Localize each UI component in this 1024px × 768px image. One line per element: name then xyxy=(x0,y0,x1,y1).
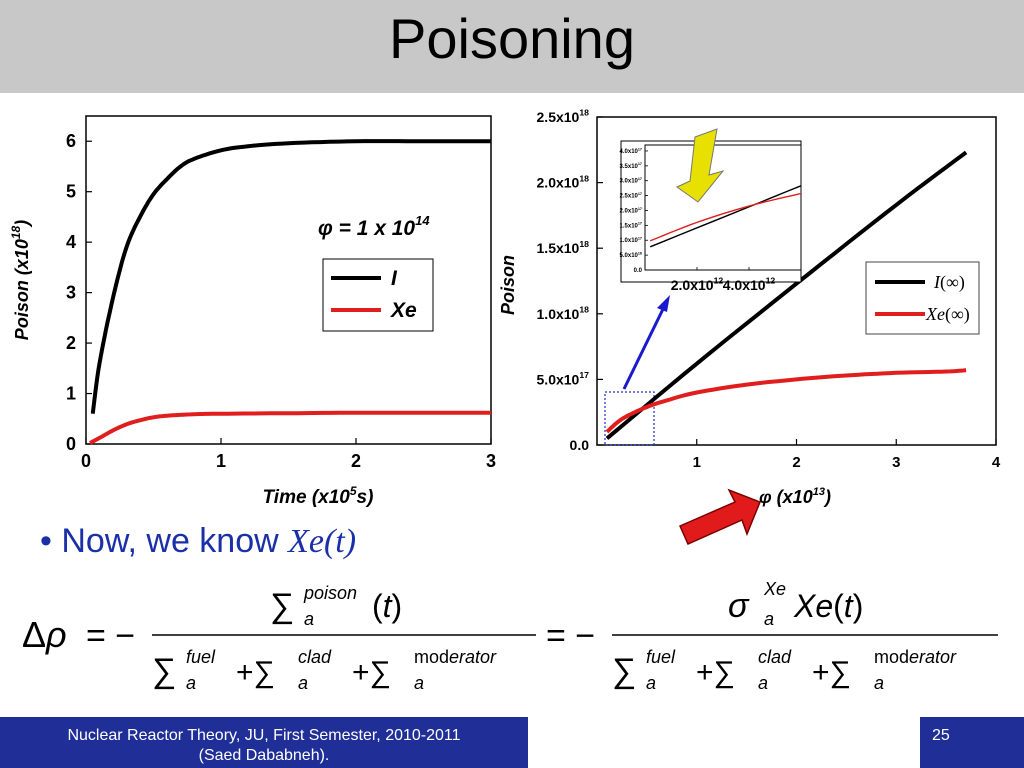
y-tick-label: 2.5x1018 xyxy=(537,108,590,125)
inset-x-tick-label: 2.0x1012 xyxy=(671,276,724,293)
svg-text:clad: clad xyxy=(298,647,332,667)
y-tick-label: 1.0x1018 xyxy=(537,305,590,322)
inset-y-tick-label: 2.5x1017 xyxy=(620,192,642,200)
inset-y-tick-label: 2.0x1017 xyxy=(620,207,642,215)
svg-text:a: a xyxy=(874,673,884,693)
x-tick-label: 3 xyxy=(892,454,900,471)
svg-text:a: a xyxy=(304,609,314,629)
y-tick-label: 5.0x1017 xyxy=(537,370,590,387)
x-tick-label: 0 xyxy=(81,451,91,471)
bullet-prefix: Now, we know xyxy=(61,522,289,560)
inset-x-tick-label: 4.0x1012 xyxy=(723,276,776,293)
footer-page-number-box: 25 xyxy=(920,717,1024,768)
y-tick-label: 2 xyxy=(66,333,76,353)
bullet-text: • Now, we know Xe(t) xyxy=(40,522,356,561)
svg-text:= −: = − xyxy=(86,617,135,655)
y-axis-label: Poison (x1018) xyxy=(9,220,32,340)
yellow-arrow-icon xyxy=(676,128,725,203)
inset-y-tick-label: 1.0x1017 xyxy=(620,237,642,245)
y-tick-label: 0 xyxy=(66,434,76,454)
title-bar xyxy=(0,0,1024,93)
inset-y-tick-label: 3.0x1017 xyxy=(620,177,642,185)
svg-text:∑: ∑ xyxy=(152,652,176,690)
series-I(∞)-line xyxy=(605,150,968,440)
reactivity-formula: Δρ = − ∑ poison a (t) ∑ fuel a +∑ clad a… xyxy=(22,579,998,693)
x-tick-label: 3 xyxy=(486,451,496,471)
svg-text:a: a xyxy=(764,609,774,629)
legend-label-I: I xyxy=(391,267,398,290)
svg-text:Δρ: Δρ xyxy=(22,614,67,655)
svg-text:+∑: +∑ xyxy=(696,656,735,689)
y-tick-label: 3 xyxy=(66,283,76,303)
inset-y-tick-label: 4.0x1017 xyxy=(620,147,642,155)
svg-text:a: a xyxy=(186,673,196,693)
svg-text:poison: poison xyxy=(303,583,357,603)
inset-y-tick-label: 5.0x1016 xyxy=(620,251,642,259)
footer-line-2: (Saed Dababneh). xyxy=(198,747,330,764)
svg-text:+∑: +∑ xyxy=(812,656,851,689)
svg-text:a: a xyxy=(414,673,424,693)
inset-frame xyxy=(644,144,802,271)
bullet-math: Xe(t) xyxy=(288,523,357,560)
svg-text:= −: = − xyxy=(546,617,595,655)
chart-flux-dependence: 0.0 5.0x1017 1.0x1018 1.5x1018 2.0x1018 2.5x1… xyxy=(498,108,1001,507)
x-tick-label: 1 xyxy=(693,454,701,471)
svg-text:a: a xyxy=(298,673,308,693)
zoom-pointer-arrow xyxy=(622,304,667,390)
x-axis-label: φ (x1013) xyxy=(759,486,831,507)
svg-text:fuel: fuel xyxy=(186,647,216,667)
slide-title: Poisoning xyxy=(389,7,635,70)
x-tick-label: 2 xyxy=(792,454,800,471)
inset-series-I(∞)-line xyxy=(649,185,802,248)
series-Xe(∞)-line xyxy=(605,368,967,434)
svg-text:fuel: fuel xyxy=(646,647,676,667)
series-Xe-line xyxy=(88,410,491,445)
y-axis-label: Poison xyxy=(498,255,518,315)
page-number: 25 xyxy=(932,727,950,744)
svg-text:a: a xyxy=(646,673,656,693)
legend: I(∞) Xe(∞) xyxy=(865,261,980,335)
inset-series-Xe(∞)-line xyxy=(649,192,802,242)
svg-text:+∑: +∑ xyxy=(352,656,391,689)
footer-line-1: Nuclear Reactor Theory, JU, First Semest… xyxy=(67,727,461,744)
svg-text:∑: ∑ xyxy=(270,587,294,625)
footer-citation: Nuclear Reactor Theory, JU, First Semest… xyxy=(0,717,528,768)
y-tick-label: 2.0x1018 xyxy=(537,173,590,190)
zoom-pointer-arrowhead xyxy=(657,295,670,312)
x-tick-label: 2 xyxy=(351,451,361,471)
y-tick-label: 0.0 xyxy=(570,437,590,453)
y-tick-label: 4 xyxy=(66,232,76,252)
bullet-marker: • xyxy=(40,522,52,560)
svg-text:moderator: moderator xyxy=(874,647,957,667)
series-I-line xyxy=(90,139,491,414)
y-tick-label: 1.5x1018 xyxy=(537,239,590,256)
inset-y-tick-label: 3.5x1017 xyxy=(620,162,642,170)
x-tick-label: 4 xyxy=(992,454,1001,471)
svg-text:∑: ∑ xyxy=(612,652,636,690)
svg-text:(t): (t) xyxy=(372,588,402,624)
inset-y-tick-label: 0.0 xyxy=(634,268,643,274)
y-tick-label: 5 xyxy=(66,182,76,202)
x-axis-label: Time (x105s) xyxy=(263,484,374,508)
y-tick-label: 6 xyxy=(66,131,76,151)
svg-text:moderator: moderator xyxy=(414,647,497,667)
svg-text:σ: σ xyxy=(728,587,750,625)
legend: I Xe xyxy=(322,258,434,332)
red-arrow-icon xyxy=(679,488,761,545)
zoom-region-box xyxy=(604,391,655,446)
legend-label-Xe: Xe xyxy=(390,299,417,322)
svg-text:Xe(t): Xe(t) xyxy=(793,588,863,624)
svg-text:+∑: +∑ xyxy=(236,656,275,689)
svg-text:clad: clad xyxy=(758,647,792,667)
x-tick-label: 1 xyxy=(216,451,226,471)
svg-text:Xe: Xe xyxy=(763,579,786,599)
svg-text:a: a xyxy=(758,673,768,693)
flux-annotation: φ = 1 x 1014 xyxy=(318,213,430,240)
legend-label-I: I(∞) xyxy=(933,272,965,293)
y-tick-label: 1 xyxy=(66,384,76,404)
inset-y-tick-label: 1.5x1017 xyxy=(620,222,642,230)
legend-label-Xe: Xe(∞) xyxy=(925,304,970,325)
